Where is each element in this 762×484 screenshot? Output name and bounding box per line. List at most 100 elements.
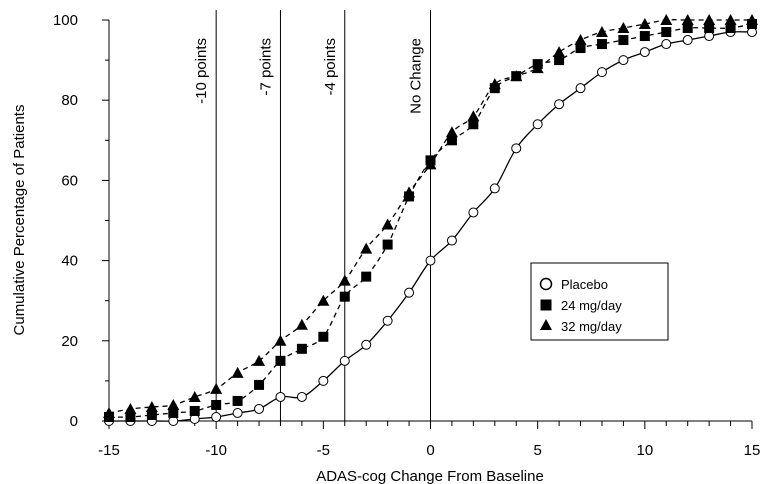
data-point-32mg: [746, 14, 758, 25]
data-point-24mg: [704, 23, 715, 34]
data-point-placebo: [318, 375, 329, 386]
x-axis-title: ADAS-cog Change From Baseline: [316, 468, 544, 484]
data-point-placebo: [682, 35, 693, 46]
data-point-32mg: [338, 274, 351, 286]
x-tick-label: 5: [533, 442, 541, 459]
data-point-32mg: [638, 18, 651, 30]
legend: Placebo 24 mg/day 32 mg/day: [530, 262, 669, 341]
data-point-32mg: [467, 110, 480, 122]
data-point-32mg: [253, 354, 266, 366]
data-point-placebo: [275, 391, 286, 402]
data-point-24mg: [468, 119, 479, 130]
y-axis-title: Cumulative Percentage of Patients: [11, 105, 28, 336]
data-point-32mg: [510, 70, 523, 82]
data-point-32mg: [403, 186, 416, 198]
data-point-32mg: [360, 242, 373, 254]
reference-line-label: No Change: [408, 38, 425, 114]
reference-line-label: -7 points: [257, 38, 274, 96]
data-point-32mg: [424, 158, 437, 170]
data-point-24mg: [146, 409, 157, 420]
data-point-placebo: [532, 119, 543, 130]
x-tick-label: -10: [205, 442, 227, 459]
data-point-32mg: [574, 34, 587, 46]
data-point-24mg: [211, 399, 222, 410]
series-markers: [103, 14, 758, 426]
y-tick-label: 20: [61, 333, 78, 350]
data-point-placebo: [232, 407, 243, 418]
data-point-24mg: [275, 355, 286, 366]
legend-marker-24mg: [540, 299, 552, 311]
x-tick-label: 10: [636, 442, 653, 459]
data-point-placebo: [511, 143, 522, 154]
data-point-placebo: [339, 355, 350, 366]
data-point-placebo: [554, 99, 565, 110]
data-point-placebo: [404, 287, 415, 298]
data-point-32mg: [703, 14, 716, 25]
data-point-placebo: [618, 55, 629, 66]
data-point-24mg: [575, 43, 586, 54]
data-point-placebo: [296, 391, 307, 402]
data-point-placebo: [446, 235, 457, 246]
reference-line-label: -4 points: [322, 38, 339, 96]
y-tick-label: 0: [70, 413, 78, 430]
data-point-32mg: [381, 218, 394, 230]
y-tick-label: 80: [61, 92, 78, 109]
data-point-placebo: [489, 183, 500, 194]
legend-marker-32mg: [540, 319, 552, 330]
data-point-24mg: [318, 331, 329, 342]
data-point-24mg: [554, 55, 565, 66]
tick-labels: 0 20 40 60 80 100 -15 -10 -5 0 5 10 15: [53, 12, 760, 459]
data-point-32mg: [445, 126, 458, 138]
y-tick-label: 100: [53, 12, 78, 29]
x-tick-label: 15: [744, 442, 761, 459]
data-point-24mg: [682, 23, 693, 34]
x-tick-label: 0: [426, 442, 434, 459]
reference-lines: -10 points -7 points -4 points No Change: [193, 10, 431, 421]
data-point-24mg: [232, 395, 243, 406]
data-point-32mg: [553, 46, 566, 58]
data-point-24mg: [296, 343, 307, 354]
data-point-32mg: [660, 14, 673, 25]
data-point-32mg: [724, 14, 737, 25]
legend-label-32mg: 32 mg/day: [561, 319, 622, 334]
data-point-24mg: [446, 135, 457, 146]
data-point-24mg: [661, 27, 672, 38]
data-point-placebo: [382, 315, 393, 326]
data-point-24mg: [125, 411, 136, 422]
data-point-placebo: [468, 207, 479, 218]
data-point-32mg: [231, 366, 244, 378]
reference-line-label: -10 points: [193, 38, 210, 104]
x-tick-label: -15: [98, 442, 120, 459]
data-point-32mg: [188, 390, 201, 402]
data-point-24mg: [382, 239, 393, 250]
data-point-placebo: [254, 403, 265, 414]
data-point-32mg: [295, 318, 308, 330]
data-point-placebo: [211, 411, 222, 422]
data-point-24mg: [618, 35, 629, 46]
data-point-placebo: [639, 47, 650, 58]
data-point-32mg: [210, 382, 223, 394]
legend-marker-placebo: [539, 277, 553, 291]
data-point-32mg: [317, 294, 330, 306]
y-tick-label: 40: [61, 253, 78, 270]
data-point-placebo: [661, 39, 672, 50]
data-point-32mg: [595, 26, 608, 38]
data-point-24mg: [725, 23, 736, 34]
data-point-32mg: [531, 62, 544, 74]
data-point-32mg: [103, 406, 115, 418]
y-tick-label: 60: [61, 172, 78, 189]
data-point-24mg: [339, 291, 350, 302]
data-point-32mg: [274, 334, 287, 346]
data-point-placebo: [425, 255, 436, 266]
data-point-32mg: [617, 22, 630, 34]
data-point-32mg: [145, 400, 158, 412]
legend-box: [530, 262, 669, 341]
data-point-24mg: [189, 405, 200, 416]
data-point-24mg: [596, 39, 607, 50]
data-point-placebo: [361, 339, 372, 350]
data-point-32mg: [488, 78, 501, 90]
data-point-32mg: [681, 14, 694, 25]
data-point-24mg: [168, 407, 179, 418]
data-point-32mg: [167, 398, 180, 410]
